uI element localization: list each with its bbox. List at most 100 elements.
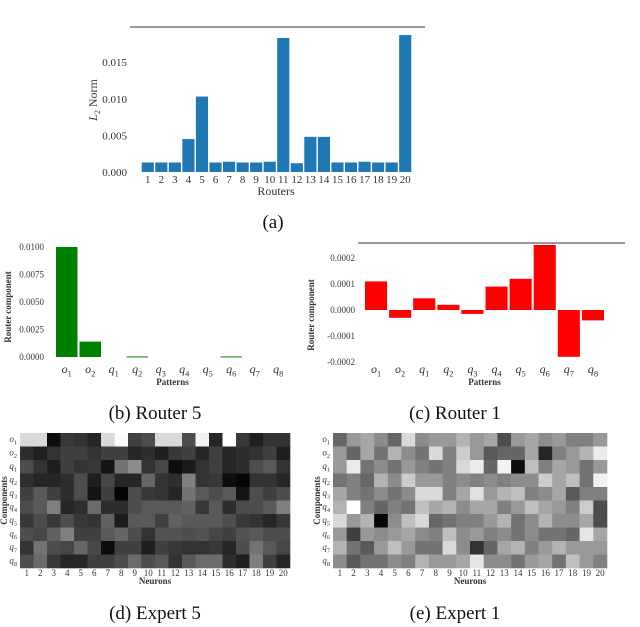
cell-o2-1 [333, 446, 347, 461]
cell-q5-4 [60, 514, 75, 528]
cell-q8-15 [524, 554, 539, 569]
cell-o1-6 [87, 433, 102, 447]
cell-q5-15 [524, 514, 539, 528]
x-tick-label: 4 [379, 568, 384, 578]
cell-q6-2 [346, 527, 361, 542]
cell-o1-2 [346, 433, 361, 447]
x-tick-label: 15 [211, 568, 221, 578]
y-tick-label: q6 [322, 528, 330, 541]
cell-q6-10 [456, 527, 471, 542]
pattern-symbol: o [85, 362, 91, 376]
cell-q4-5 [74, 500, 88, 515]
cell-o1-3 [360, 433, 375, 447]
cell-q4-2 [346, 500, 361, 515]
cell-q1-2 [346, 460, 361, 474]
cell-q3-7 [101, 487, 115, 501]
x-tick-label: 9 [133, 568, 138, 578]
cell-q7-9 [442, 541, 457, 555]
cell-o2-7 [101, 446, 115, 461]
cell-q5-14 [195, 514, 210, 528]
cell-q6-1 [20, 527, 34, 542]
cell-q3-17 [552, 487, 567, 501]
y-tick-label: o1 [9, 434, 17, 447]
cell-q6-14 [195, 527, 210, 542]
cell-o2-8 [114, 446, 129, 461]
cell-q7-14 [511, 541, 526, 555]
cell-o1-5 [387, 433, 402, 447]
cell-o1-12 [483, 433, 498, 447]
cell-o1-19 [263, 433, 277, 447]
bar-router-15 [331, 162, 344, 172]
cell-q2-4 [374, 473, 389, 488]
cell-q2-16 [538, 473, 553, 488]
y-axis-label: L2 Norm [86, 78, 102, 121]
cell-q4-20 [593, 500, 608, 515]
x-tick-label: q8 [273, 362, 283, 379]
cell-q7-4 [374, 541, 389, 555]
x-tick-label: 14 [318, 174, 330, 186]
cell-q7-10 [141, 541, 156, 555]
cell-q4-7 [415, 500, 430, 515]
cell-q2-8 [114, 473, 129, 488]
cell-q7-19 [579, 541, 594, 555]
cell-q3-14 [195, 487, 210, 501]
cell-q2-10 [141, 473, 156, 488]
cell-q5-3 [360, 514, 375, 528]
x-tick-label: 1 [145, 174, 151, 186]
cell-q1-7 [415, 460, 430, 474]
pattern-subscript: 6 [14, 534, 17, 541]
cell-q7-7 [101, 541, 115, 555]
cell-q7-5 [74, 541, 88, 555]
bar-q3 [461, 310, 484, 314]
cell-q8-3 [47, 554, 61, 569]
pattern-symbol: q [491, 362, 497, 376]
x-tick-label: q2 [132, 362, 142, 379]
cell-q7-15 [524, 541, 539, 555]
cell-q7-1 [20, 541, 34, 555]
cell-q2-8 [428, 473, 443, 488]
cell-o1-12 [168, 433, 183, 447]
cell-q6-10 [141, 527, 156, 542]
bar-router-2 [155, 162, 168, 172]
bar-router-6 [209, 162, 222, 172]
cell-q4-6 [87, 500, 102, 515]
pattern-symbol: q [467, 362, 473, 376]
pattern-symbol: o [371, 362, 377, 376]
cell-q6-8 [114, 527, 129, 542]
x-tick-label: 11 [157, 568, 166, 578]
cell-o1-16 [222, 433, 237, 447]
bar-q8 [581, 310, 604, 321]
cell-q6-15 [209, 527, 223, 542]
x-tick-label: 18 [568, 568, 578, 578]
pattern-subscript: 4 [185, 370, 190, 379]
cell-q8-5 [74, 554, 88, 569]
cell-q1-1 [333, 460, 347, 474]
cell-q1-6 [401, 460, 416, 474]
cell-q3-13 [182, 487, 196, 501]
cell-q2-9 [128, 473, 142, 488]
cell-q4-2 [33, 500, 48, 515]
cell-q2-6 [401, 473, 416, 488]
y-tick-label: -0.0001 [327, 331, 355, 341]
pattern-symbol: q [322, 474, 327, 484]
cell-o1-4 [60, 433, 75, 447]
pattern-subscript: 2 [327, 453, 330, 460]
cell-q3-5 [74, 487, 88, 501]
bar-router-10 [263, 161, 276, 172]
x-tick-label: 13 [500, 568, 510, 578]
cell-o1-10 [141, 433, 156, 447]
x-tick-label: q6 [226, 362, 236, 379]
cell-q7-6 [401, 541, 416, 555]
bar-router-3 [168, 162, 181, 172]
y-tick-label: q7 [322, 542, 330, 555]
cell-q8-16 [222, 554, 237, 569]
cell-q8-16 [538, 554, 553, 569]
cell-q8-8 [114, 554, 129, 569]
cell-o1-17 [236, 433, 250, 447]
cell-q3-19 [579, 487, 594, 501]
pattern-symbol: q [9, 488, 14, 498]
cell-q7-2 [346, 541, 361, 555]
x-tick-label: 18 [252, 568, 262, 578]
cell-q6-9 [442, 527, 457, 542]
x-tick-label: 13 [184, 568, 194, 578]
